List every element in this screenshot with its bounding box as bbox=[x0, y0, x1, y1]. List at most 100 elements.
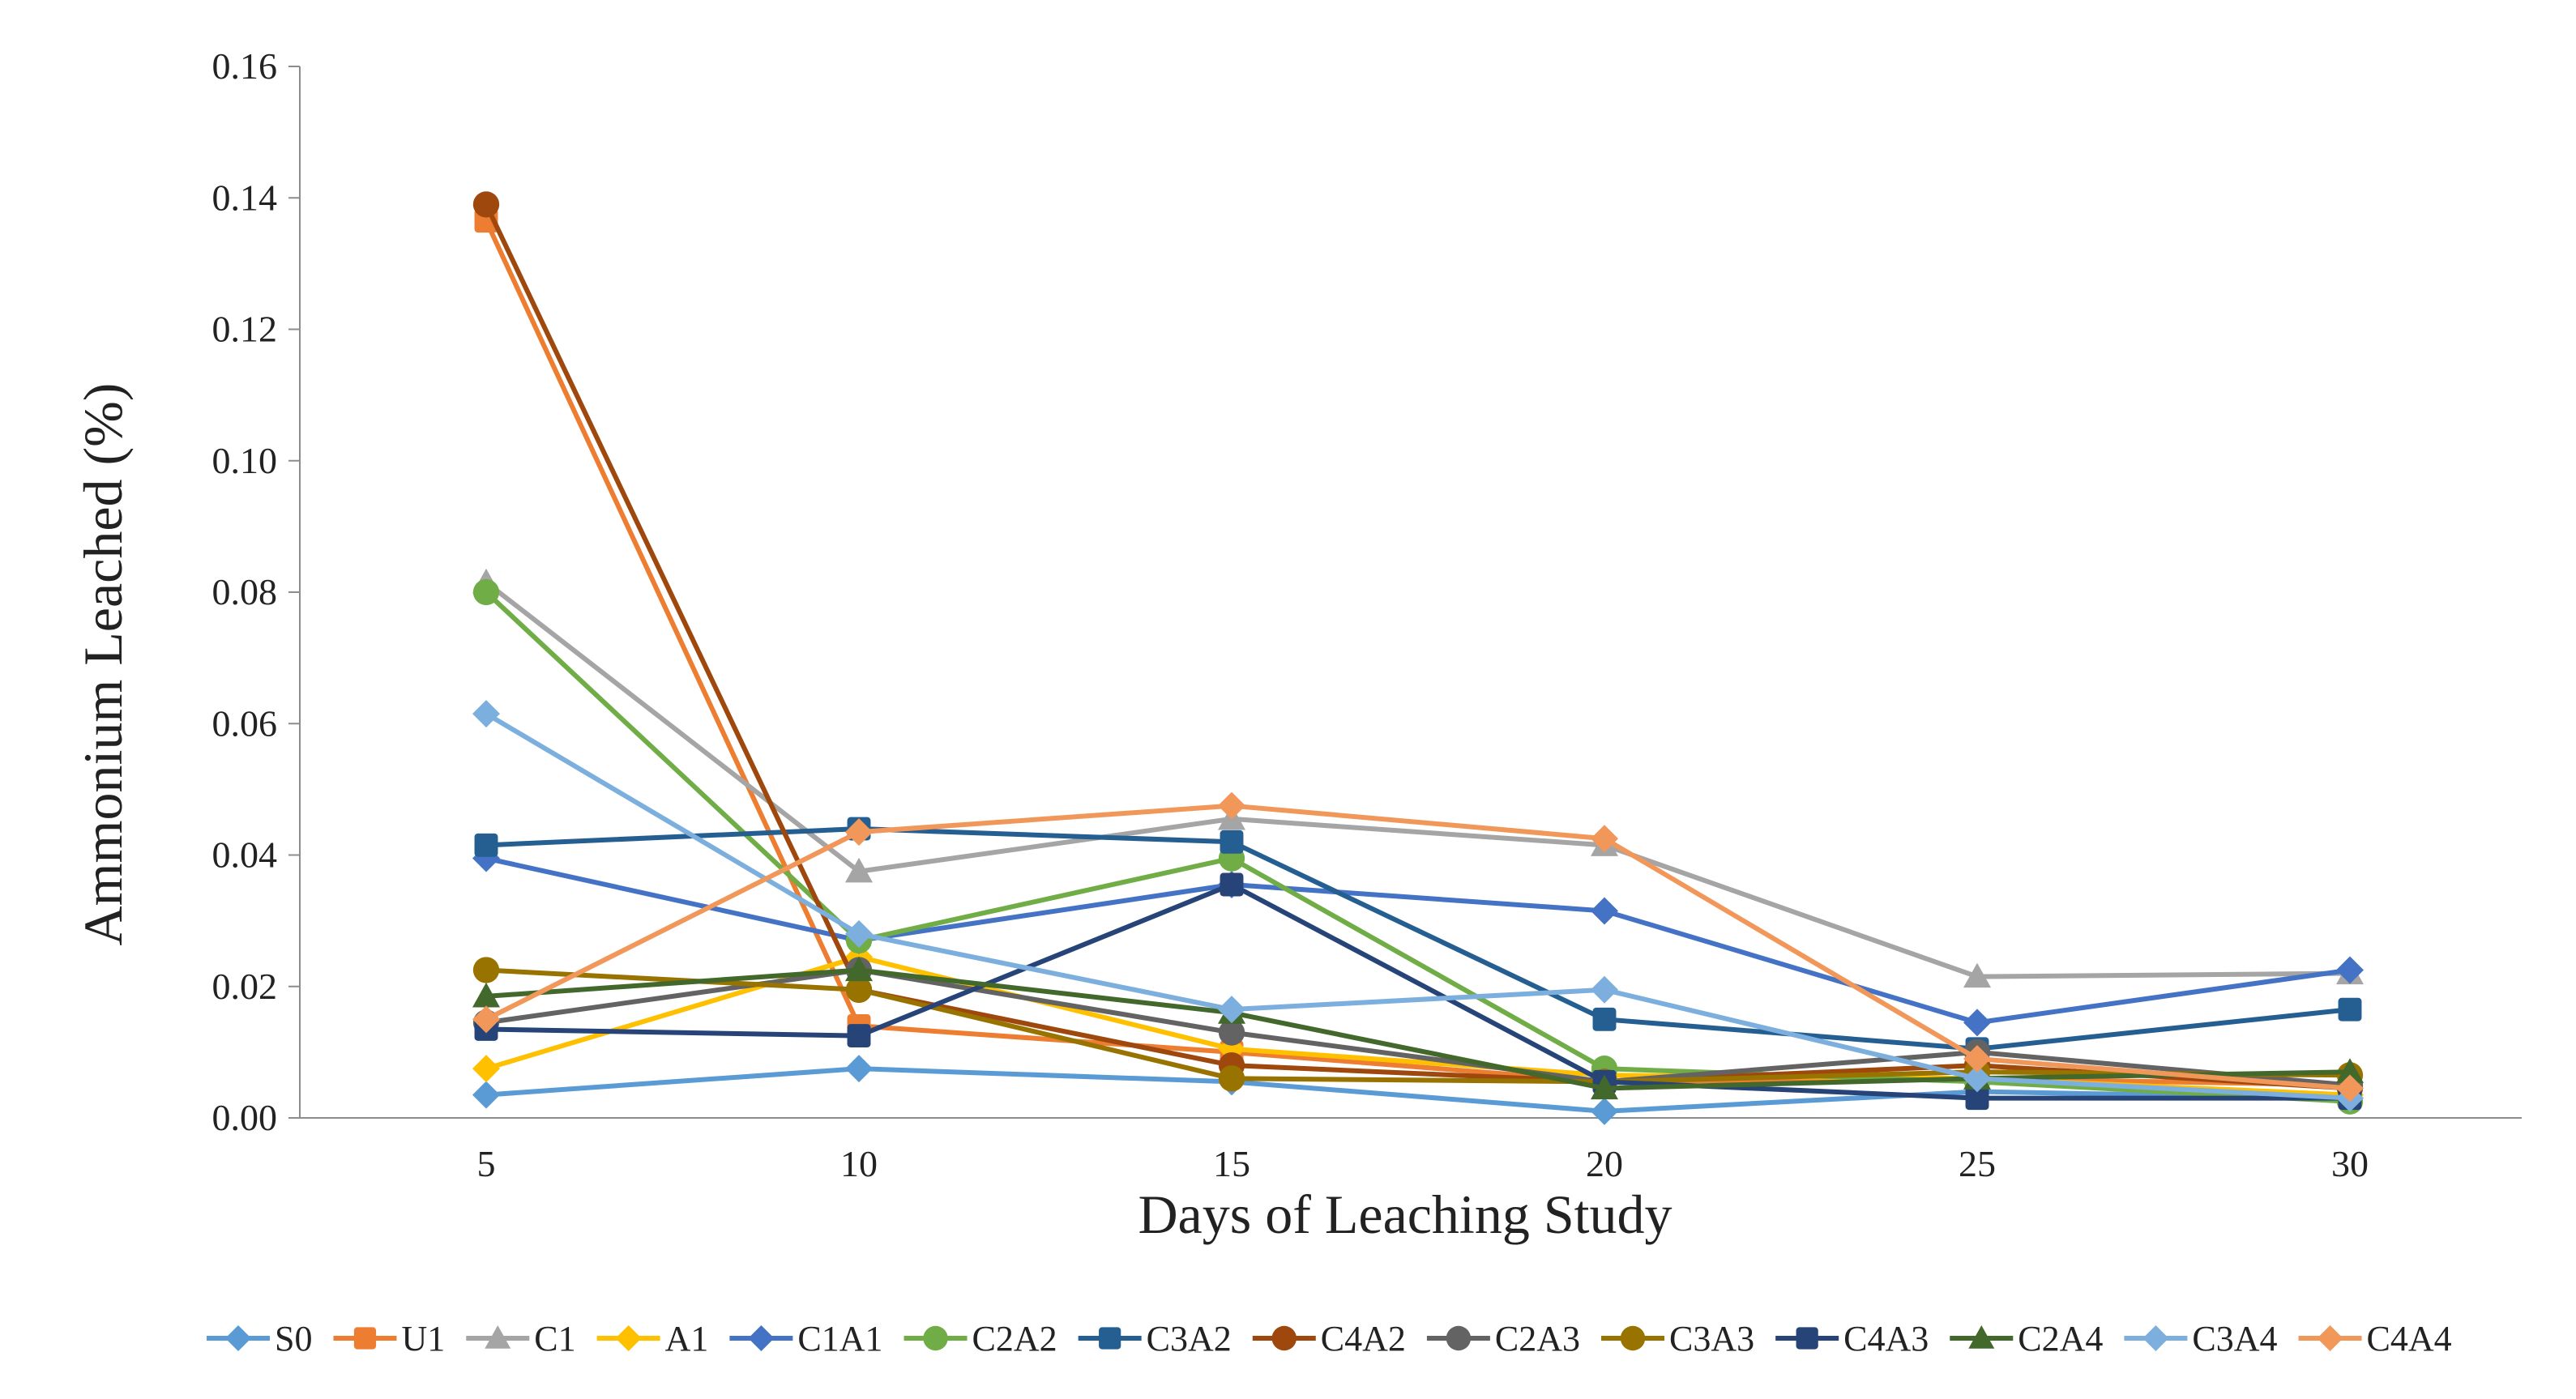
series-line-c2a2 bbox=[484, 590, 2351, 1104]
legend-swatch-marker bbox=[1620, 1325, 1646, 1351]
x-tick-label: 10 bbox=[840, 1143, 878, 1184]
data-point-c3a4 bbox=[1218, 996, 1245, 1024]
data-point-c3a4 bbox=[472, 700, 500, 728]
series-c3a4 bbox=[472, 700, 2364, 1112]
legend-label: C1 bbox=[534, 1319, 575, 1358]
legend-item-c4a2: C4A2 bbox=[1252, 1319, 1406, 1358]
data-point-c1a1 bbox=[1591, 897, 1618, 925]
legend-label: C2A4 bbox=[2018, 1319, 2103, 1358]
data-point-c3a2 bbox=[2338, 997, 2362, 1022]
legend-item-c1a1: C1A1 bbox=[729, 1319, 883, 1358]
data-point-c3a4 bbox=[1963, 1064, 1991, 1093]
x-tick-label: 5 bbox=[477, 1143, 496, 1184]
legend-label: C2A3 bbox=[1495, 1319, 1580, 1358]
legend-item-s0: S0 bbox=[207, 1319, 312, 1358]
legend-item-c3a3: C3A3 bbox=[1601, 1319, 1754, 1358]
legend-swatch-marker bbox=[615, 1325, 642, 1351]
data-point-c2a3 bbox=[1218, 1019, 1245, 1046]
legend-label: U1 bbox=[401, 1319, 445, 1358]
x-tick-label: 15 bbox=[1213, 1143, 1250, 1184]
series-line-s0 bbox=[485, 1066, 2351, 1114]
legend-item-c4a4: C4A4 bbox=[2298, 1319, 2452, 1358]
data-point-c2a4 bbox=[2336, 1058, 2364, 1083]
series-line-c1a1 bbox=[485, 855, 2351, 1026]
data-point-c3a2 bbox=[1592, 1007, 1617, 1031]
series-line-c3a3 bbox=[485, 967, 2351, 1085]
data-point-c1 bbox=[1963, 962, 1991, 988]
data-point-c2a4 bbox=[845, 956, 873, 982]
data-point-c4a4 bbox=[845, 818, 873, 847]
series-line-c3a4 bbox=[485, 711, 2351, 1101]
y-tick-label: 0.02 bbox=[212, 966, 278, 1007]
legend-swatch-marker bbox=[923, 1325, 948, 1351]
legend-item-c2a3: C2A3 bbox=[1426, 1319, 1580, 1358]
y-tick-label: 0.00 bbox=[212, 1097, 278, 1138]
y-tick-label: 0.14 bbox=[212, 177, 278, 218]
x-axis-title: Days of Leaching Study bbox=[1138, 1184, 1672, 1245]
legend-item-c4a3: C4A3 bbox=[1775, 1319, 1929, 1358]
data-point-a1 bbox=[472, 1055, 500, 1083]
data-point-c4a4 bbox=[2336, 1074, 2364, 1103]
legend-item-c1: C1 bbox=[466, 1319, 576, 1358]
data-point-c3a3 bbox=[1218, 1065, 1245, 1092]
series-line-c1 bbox=[485, 580, 2351, 979]
data-point-s0 bbox=[472, 1081, 500, 1109]
legend-label: C4A4 bbox=[2367, 1319, 2452, 1358]
series-c3a2 bbox=[474, 817, 2362, 1061]
legend-swatch-marker bbox=[1796, 1327, 1818, 1350]
legend-swatch-marker bbox=[1099, 1327, 1121, 1350]
legend-label: C4A2 bbox=[1321, 1319, 1406, 1358]
legend-swatch-marker bbox=[2317, 1325, 2343, 1351]
legend-label: A1 bbox=[665, 1319, 709, 1358]
y-tick-label: 0.08 bbox=[212, 571, 278, 612]
legend-swatch-marker bbox=[1271, 1325, 1297, 1351]
series-layer bbox=[472, 191, 2364, 1125]
legend-swatch-marker bbox=[2142, 1325, 2169, 1351]
data-point-c2a4 bbox=[1591, 1074, 1618, 1100]
legend-item-a1: A1 bbox=[596, 1319, 709, 1358]
data-point-c4a3 bbox=[1220, 872, 1244, 897]
data-point-c2a4 bbox=[472, 982, 500, 1008]
legend-swatch-marker bbox=[353, 1327, 377, 1350]
y-axis-title: Ammonium Leached (%) bbox=[72, 383, 134, 946]
data-point-c1a1 bbox=[1963, 1009, 1991, 1037]
legend-item-c2a4: C2A4 bbox=[1950, 1319, 2103, 1358]
legend-swatch-marker bbox=[1446, 1325, 1472, 1351]
legend-item-c2a2: C2A2 bbox=[904, 1319, 1057, 1358]
data-point-c4a4 bbox=[1218, 791, 1245, 820]
data-point-c3a3 bbox=[845, 976, 873, 1003]
legend-item-u1: U1 bbox=[333, 1319, 445, 1358]
data-point-s0 bbox=[1591, 1097, 1618, 1125]
series-line-u1 bbox=[484, 220, 2351, 1088]
y-axis: 0.00 0.02 0.04 0.06 0.08 0.10 0.12 0.14 0.16 bbox=[212, 45, 301, 1138]
data-point-c4a2 bbox=[472, 191, 500, 218]
data-point-c4a4 bbox=[1591, 825, 1618, 853]
data-point-c2a2 bbox=[472, 578, 500, 606]
series-line-c2a3 bbox=[485, 967, 2351, 1088]
legend-swatch-marker bbox=[1968, 1325, 1995, 1349]
legend-label: C1A1 bbox=[797, 1319, 882, 1358]
legend-label: C3A3 bbox=[1669, 1319, 1754, 1358]
legend-label: S0 bbox=[275, 1319, 312, 1358]
x-tick-label: 30 bbox=[2331, 1143, 2369, 1184]
data-point-c3a2 bbox=[474, 833, 498, 857]
legend: S0 U1 C1 A1 C1A1 C2A2 C3A2 C4A2 C2A3 C3A3 C4A3 C2A4… bbox=[207, 1319, 2452, 1358]
legend-label: C3A4 bbox=[2192, 1319, 2277, 1358]
legend-label: C3A2 bbox=[1147, 1319, 1232, 1358]
y-tick-label: 0.16 bbox=[212, 45, 278, 87]
legend-label: C4A3 bbox=[1843, 1319, 1929, 1358]
y-tick-label: 0.06 bbox=[212, 702, 278, 744]
data-point-c3a4 bbox=[845, 919, 873, 948]
legend-item-c3a4: C3A4 bbox=[2124, 1319, 2278, 1358]
y-tick-label: 0.04 bbox=[212, 834, 278, 876]
legend-label: C2A2 bbox=[972, 1319, 1057, 1358]
x-tick-label: 20 bbox=[1586, 1143, 1623, 1184]
legend-swatch-marker bbox=[485, 1325, 511, 1349]
series-line-c2a4 bbox=[485, 967, 2351, 1091]
data-point-c4a3 bbox=[1965, 1086, 1989, 1111]
data-point-c3a2 bbox=[1220, 830, 1244, 854]
data-point-c4a4 bbox=[472, 1005, 500, 1034]
x-tick-label: 25 bbox=[1959, 1143, 1996, 1184]
data-point-c3a4 bbox=[1591, 975, 1618, 1004]
